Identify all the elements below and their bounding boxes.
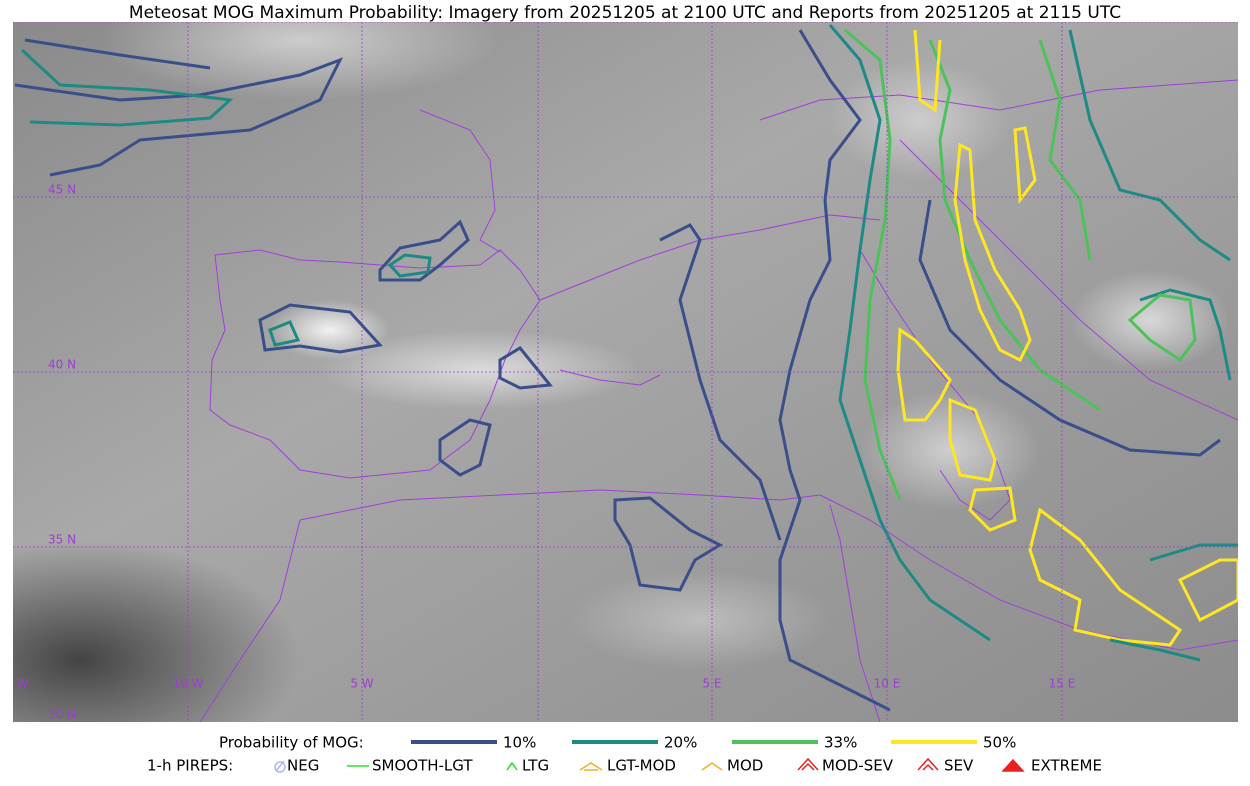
pirep-icon (274, 760, 286, 773)
lat-label: 40 N (48, 358, 76, 372)
legend-label: SEV (944, 757, 974, 775)
graticule (13, 22, 1238, 722)
lon-label: 10 E (874, 677, 901, 691)
lat-label: 30 N (48, 708, 76, 722)
pirep-icon (701, 762, 723, 771)
legend-label: 10% (503, 734, 536, 752)
lat-label: 35 N (48, 533, 76, 547)
legend: Probability of MOG: 10% 20% 33% 50% 1-h PIREP… (147, 734, 1102, 775)
pirep-icon (1001, 758, 1025, 772)
legend-label: LGT-MOD (607, 757, 676, 775)
lon-label: 5 W (350, 677, 373, 691)
legend-label: LTG (522, 757, 549, 775)
pirep-icon (579, 762, 603, 771)
title: Meteosat MOG Maximum Probability: Imager… (129, 3, 1121, 23)
legend-heading: 1-h PIREPS: (147, 757, 233, 775)
legend-label: MOD-SEV (822, 757, 894, 775)
lon-label: 10 W (173, 677, 204, 691)
lat-label: 45 N (48, 183, 76, 197)
legend-label: NEG (287, 757, 319, 775)
lon-label: 15 E (1049, 677, 1076, 691)
legend-heading: Probability of MOG: (219, 734, 364, 752)
pirep-icon (506, 761, 518, 771)
pirep-icon (917, 757, 939, 771)
legend-label: 33% (824, 734, 857, 752)
legend-label: 50% (983, 734, 1016, 752)
legend-label: EXTREME (1031, 757, 1102, 775)
pirep-icon (797, 757, 819, 771)
lon-label: 5 E (702, 677, 721, 691)
graticule-labels: 45 N 40 N 35 N 30 N 15 W 10 W 5 W 5 E 10 E 15 E (0, 183, 1076, 722)
legend-label: 20% (664, 734, 697, 752)
legend-label: SMOOTH-LGT (372, 757, 473, 775)
legend-label: MOD (727, 757, 763, 775)
contours (14, 24, 1238, 712)
lon-label: 15 W (0, 677, 29, 691)
